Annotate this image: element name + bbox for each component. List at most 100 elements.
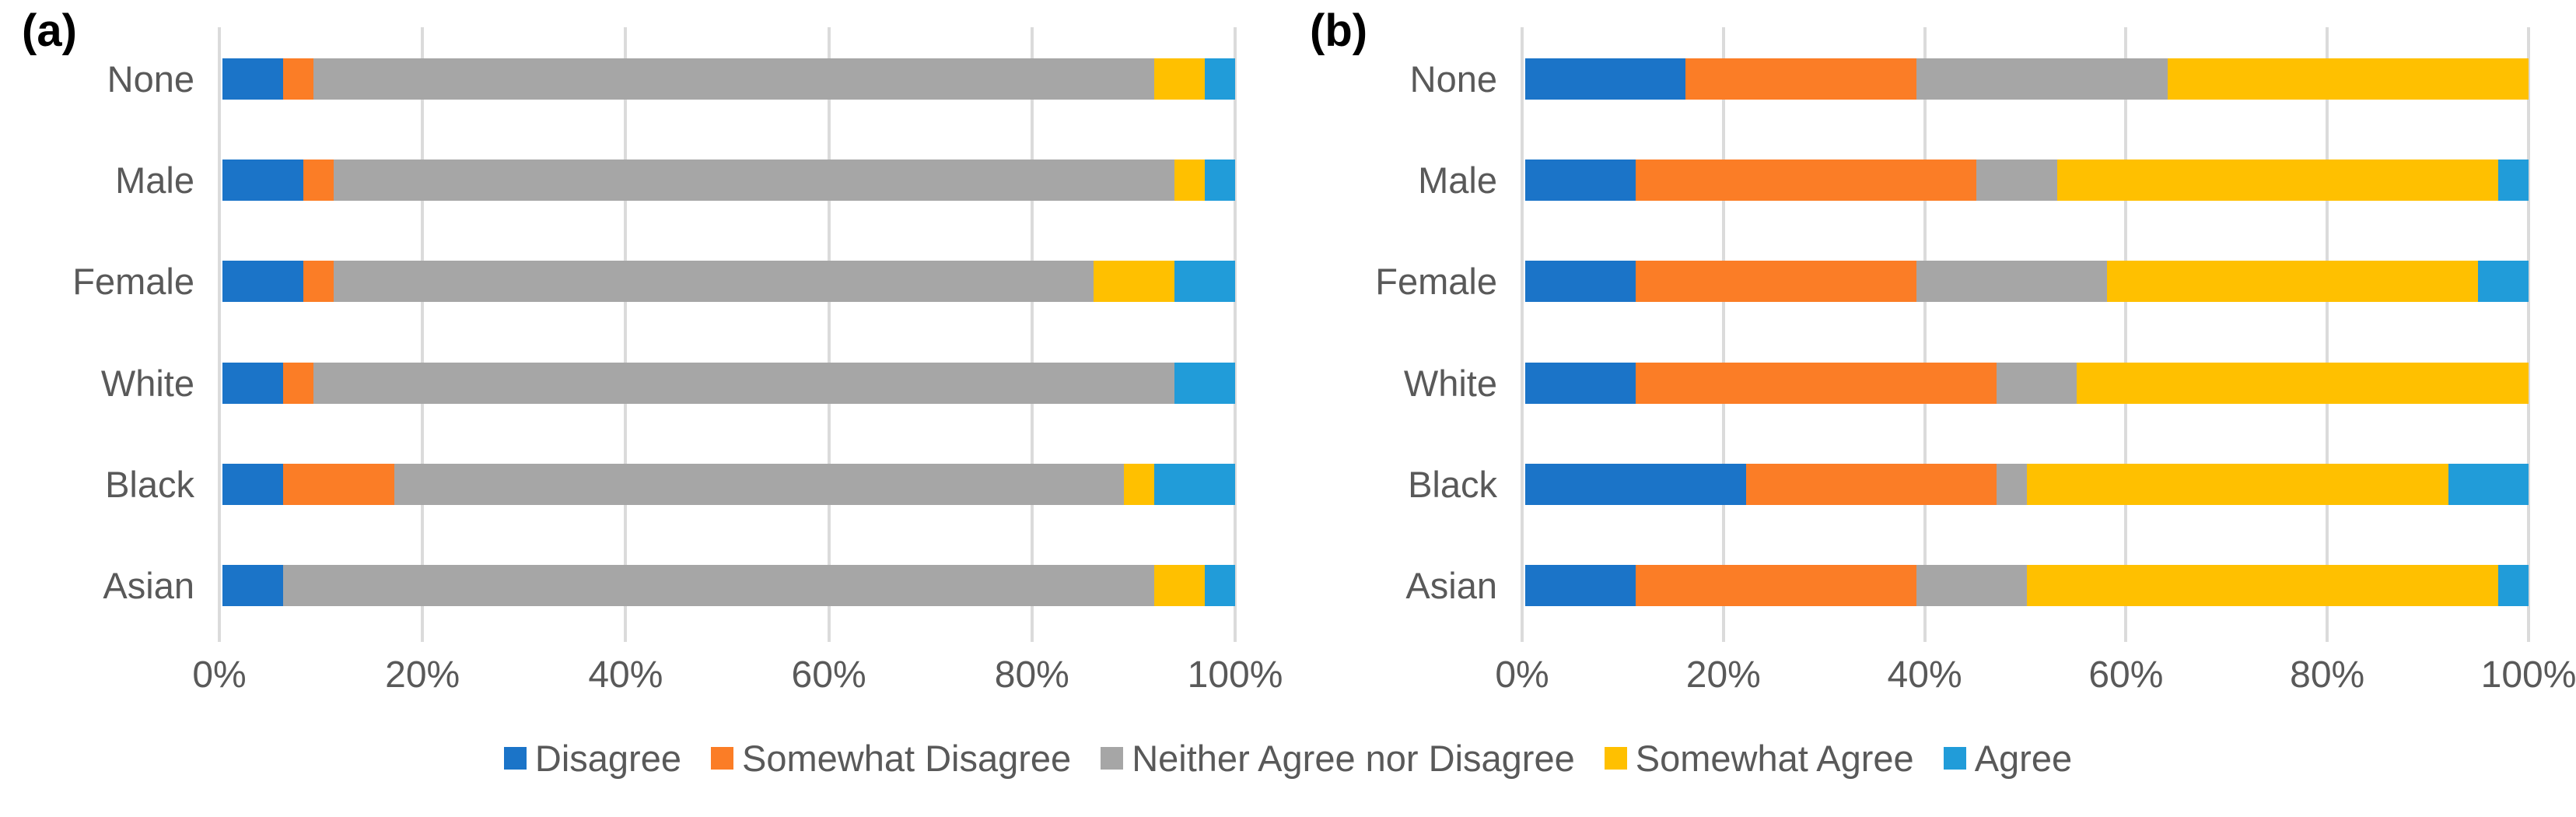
legend-label: Agree <box>1974 737 2073 779</box>
legend-item-somewhat-disagree: Somewhat Disagree <box>710 737 1072 779</box>
legend-label: Neither Agree nor Disagree <box>1132 737 1575 779</box>
segment-agree <box>2448 463 2529 505</box>
segment-disagree <box>1525 160 1636 202</box>
gridline <box>1923 27 1927 642</box>
segment-somewhat-disagree <box>1635 160 1977 202</box>
bar-white <box>222 362 1235 404</box>
row-label-none: None <box>1409 58 1497 100</box>
segment-disagree <box>222 160 304 202</box>
segment-somewhat-agree <box>2077 362 2529 404</box>
segment-disagree <box>1525 565 1636 606</box>
segment-neither-agree-nor-disagree <box>394 463 1124 505</box>
segment-agree <box>1153 463 1235 505</box>
segment-somewhat-agree <box>2056 160 2499 202</box>
segment-somewhat-agree <box>2026 463 2448 505</box>
segment-agree <box>2498 565 2529 606</box>
x-tick-label: 100% <box>1187 654 1283 696</box>
gridline <box>2527 27 2530 642</box>
bar-male <box>222 160 1235 202</box>
legend-swatch <box>710 746 733 770</box>
x-tick-label: 0% <box>1495 654 1549 696</box>
gridline <box>218 27 221 642</box>
segment-disagree <box>222 261 304 303</box>
row-label-black: Black <box>1408 463 1497 505</box>
segment-somewhat-agree <box>1123 463 1154 505</box>
legend-swatch <box>1604 746 1627 770</box>
x-tick-label: 80% <box>2290 654 2365 696</box>
segment-somewhat-agree <box>2026 565 2499 606</box>
legend-swatch <box>1943 746 1966 770</box>
bar-black <box>222 463 1235 505</box>
panel-a-plot: 0% 20% 40% 60% 80% 100% None Male Female White Bla… <box>72 27 1283 696</box>
bar-black <box>1525 463 2529 505</box>
row-label-white: White <box>100 362 194 404</box>
legend-swatch <box>1101 746 1124 770</box>
segment-somewhat-disagree <box>1745 463 1997 505</box>
gridline <box>2124 27 2128 642</box>
segment-somewhat-agree <box>1153 58 1205 100</box>
x-tick-label: 40% <box>1887 654 1962 696</box>
panel-b-tag: (b) <box>1310 5 1368 56</box>
segment-neither-agree-nor-disagree <box>334 160 1174 202</box>
segment-neither-agree-nor-disagree <box>313 58 1154 100</box>
legend-item-agree: Agree <box>1943 737 2073 779</box>
gridline <box>1234 27 1237 642</box>
legend-item-disagree: Disagree <box>503 740 681 777</box>
x-tick-label: 20% <box>385 654 460 696</box>
x-tick-label: 100% <box>2480 654 2576 696</box>
row-label-male: Male <box>115 160 194 202</box>
segment-neither-agree-nor-disagree <box>1916 261 2108 303</box>
segment-somewhat-disagree <box>1635 362 1997 404</box>
gridline <box>421 27 425 642</box>
segment-neither-agree-nor-disagree <box>1997 362 2077 404</box>
x-tick-label: 40% <box>588 654 663 696</box>
row-label-female: Female <box>72 261 194 303</box>
segment-disagree <box>222 362 284 404</box>
segment-somewhat-disagree <box>303 261 334 303</box>
segment-agree <box>2478 261 2529 303</box>
bar-male <box>1525 160 2529 202</box>
segment-disagree <box>1525 261 1636 303</box>
panel-b: (b) 0% 20% 40% 60% 80% 100% None Male Female Whit… <box>1288 0 2576 817</box>
segment-somewhat-agree <box>1093 261 1174 303</box>
legend-label: Somewhat Disagree <box>741 737 1072 779</box>
segment-agree <box>1204 160 1235 202</box>
legend-item-neither-agree-nor-disagree: Neither Agree nor Disagree <box>1101 740 1575 777</box>
segment-agree <box>1204 565 1235 606</box>
segment-neither-agree-nor-disagree <box>1916 565 2027 606</box>
legend-swatch <box>503 746 527 770</box>
bar-female <box>222 261 1235 303</box>
bar-asian <box>222 565 1235 606</box>
bar-asian <box>1525 565 2529 606</box>
segment-neither-agree-nor-disagree <box>1916 58 2168 100</box>
segment-somewhat-agree <box>2107 261 2479 303</box>
segment-disagree <box>1525 362 1636 404</box>
segment-somewhat-disagree <box>283 58 314 100</box>
segment-disagree <box>1525 58 1686 100</box>
segment-somewhat-disagree <box>1635 261 1917 303</box>
x-tick-label: 80% <box>994 654 1069 696</box>
x-tick-label: 0% <box>192 654 247 696</box>
segment-neither-agree-nor-disagree <box>313 362 1174 404</box>
segment-somewhat-agree <box>2167 58 2529 100</box>
bar-none <box>222 58 1235 100</box>
bar-female <box>1525 261 2529 303</box>
panel-a: (a) 0% 20% 40% 60% 80% 100% None Male Female Whit… <box>22 5 1283 696</box>
segment-agree <box>1204 58 1235 100</box>
x-tick-label: 20% <box>1685 654 1761 696</box>
gridline <box>1721 27 1725 642</box>
gridline <box>827 27 831 642</box>
gridline <box>2326 27 2329 642</box>
segment-somewhat-agree <box>1174 160 1205 202</box>
gridline <box>624 27 628 642</box>
gridline <box>1030 27 1034 642</box>
row-label-female: Female <box>1375 261 1497 303</box>
legend-label: Somewhat Agree <box>1635 737 1914 779</box>
segment-somewhat-agree <box>1153 565 1205 606</box>
segment-agree <box>2498 160 2529 202</box>
segment-agree <box>1174 261 1235 303</box>
segment-somewhat-disagree <box>283 463 395 505</box>
segment-disagree <box>222 58 284 100</box>
row-label-none: None <box>107 58 194 100</box>
